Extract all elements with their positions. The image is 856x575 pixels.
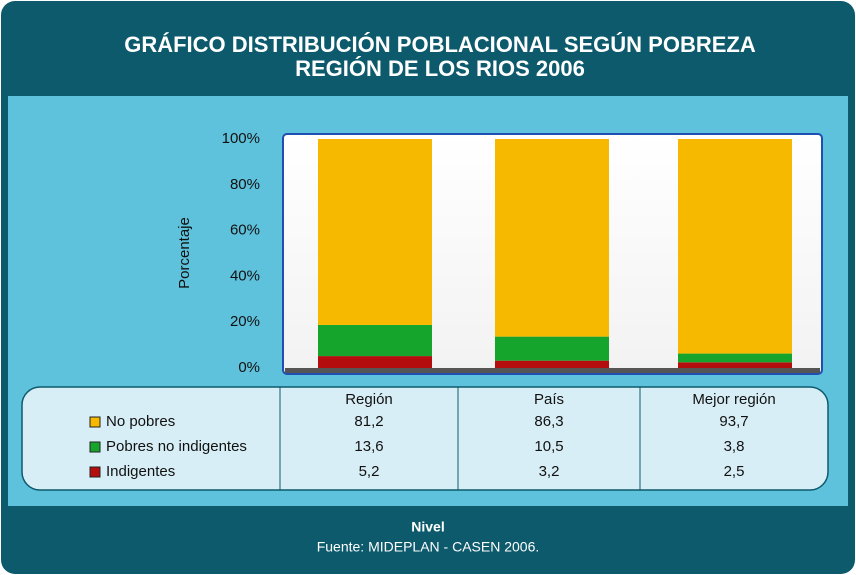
bar-segment [318,324,432,357]
legend-label: Pobres no indigentes [106,438,247,455]
plot-floor [285,368,820,373]
table-value: 13,6 [354,438,383,455]
bar-segment [678,362,792,368]
bar-segment [678,139,792,354]
table-value: 3,8 [724,438,745,455]
y-tick-label: 80% [230,176,260,193]
table-value: 81,2 [354,413,383,430]
x-tick-label: Mejor región [692,391,775,408]
y-tick-label: 60% [230,222,260,239]
table-value: 5,2 [359,463,380,480]
chart-subtitle: REGIÓN DE LOS RIOS 2006 [295,56,585,81]
y-axis-label: Porcentaje [176,217,193,289]
x-axis-label: Nivel [411,519,444,535]
bar-segment [678,353,792,363]
y-tick-label: 100% [222,130,260,147]
y-tick-label: 20% [230,313,260,330]
legend-swatch [89,466,101,478]
chart-title: GRÁFICO DISTRIBUCIÓN POBLACIONAL SEGÚN P… [124,32,756,57]
table-value: 2,5 [724,463,745,480]
bar-segment [495,139,609,337]
legend-swatch [89,416,101,428]
bar-segment [495,336,609,361]
table-value: 93,7 [719,413,748,430]
legend-label: Indigentes [106,463,175,480]
table-value: 3,2 [539,463,560,480]
data-table [21,386,829,491]
x-tick-label: Región [345,391,393,408]
legend-swatch [89,441,101,453]
x-tick-label: País [534,391,564,408]
bar-segment [318,356,432,368]
bar-segment [495,360,609,368]
table-value: 10,5 [534,438,563,455]
y-tick-label: 0% [238,359,260,376]
y-tick-label: 40% [230,267,260,284]
legend-label: No pobres [106,413,175,430]
source-note: Fuente: MIDEPLAN - CASEN 2006. [317,539,540,555]
table-value: 86,3 [534,413,563,430]
bar-segment [318,139,432,325]
